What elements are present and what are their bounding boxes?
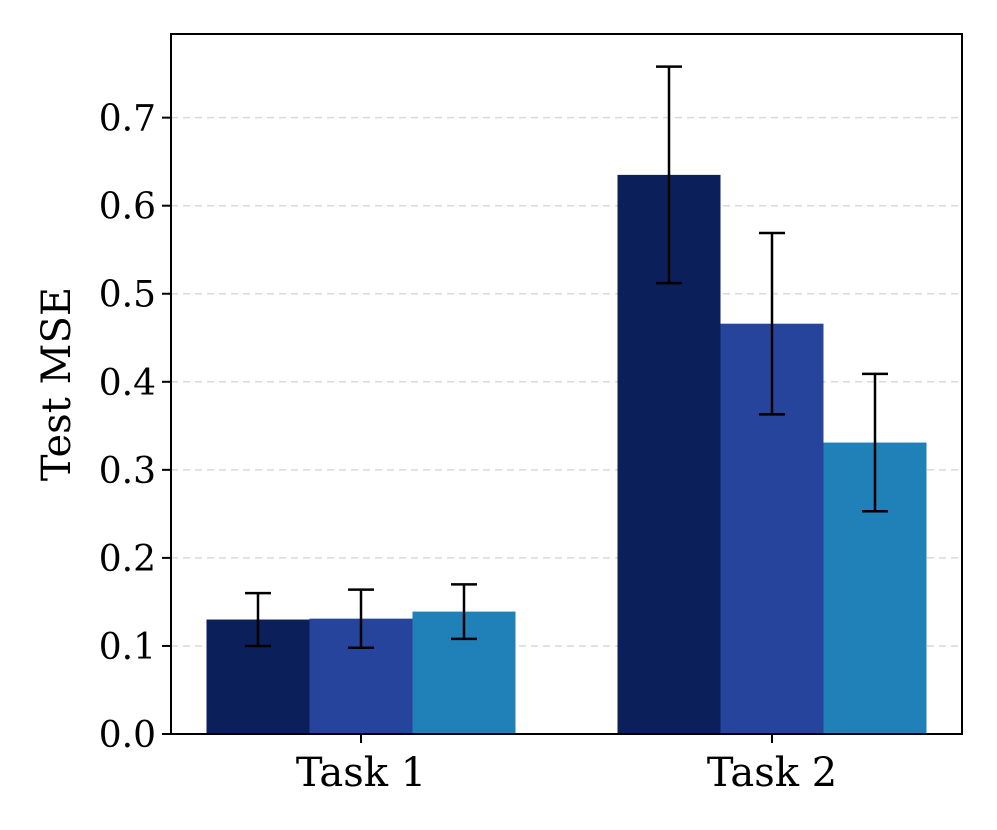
y-tick-label: 0.7 (99, 99, 156, 140)
y-tick-label: 0.6 (99, 187, 156, 228)
x-tick-label: Task 1 (296, 750, 426, 796)
y-tick-label: 0.4 (99, 363, 156, 404)
plot-frame (170, 33, 963, 735)
y-tick-label: 0.5 (99, 275, 156, 316)
y-tick-label: 0.2 (99, 539, 156, 580)
x-tick-label: Task 2 (707, 750, 837, 796)
y-axis-ticks: 0.0 0.1 0.2 0.3 0.4 0.5 0.6 0.7 (99, 99, 171, 756)
y-tick-label: 0.0 (99, 715, 156, 756)
bars (206, 174, 927, 735)
x-axis-ticks: Task 1 Task 2 (296, 734, 837, 796)
y-tick-label: 0.1 (99, 627, 156, 668)
y-tick-label: 0.3 (99, 451, 156, 492)
y-axis-label: Test MSE (34, 287, 80, 481)
error-bars (245, 65, 888, 649)
